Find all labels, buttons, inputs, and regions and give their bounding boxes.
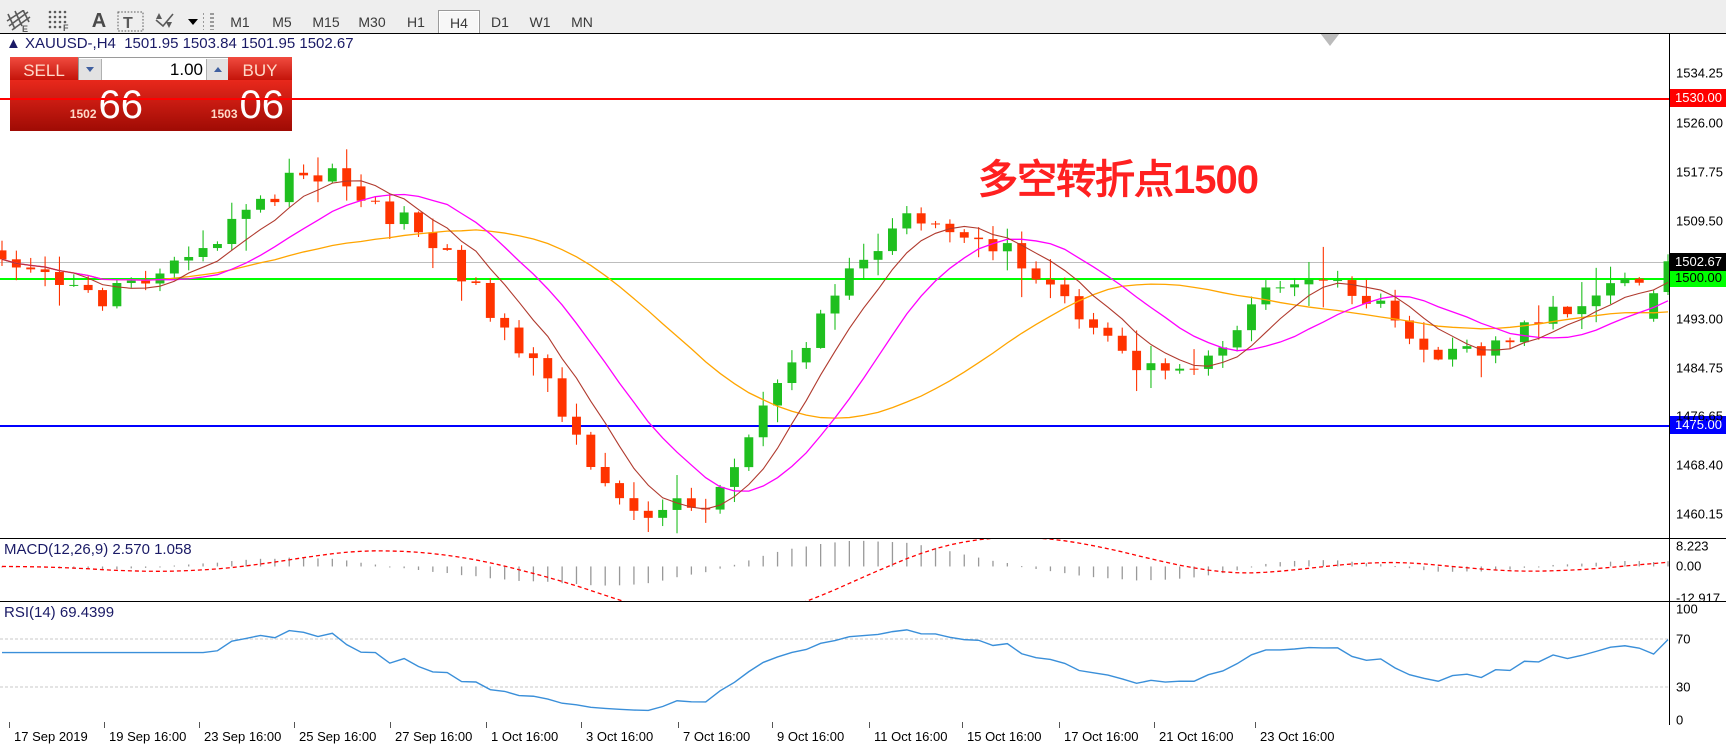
svg-text:F: F — [63, 23, 69, 33]
svg-text:E: E — [22, 24, 28, 33]
svg-text:T: T — [123, 15, 133, 32]
